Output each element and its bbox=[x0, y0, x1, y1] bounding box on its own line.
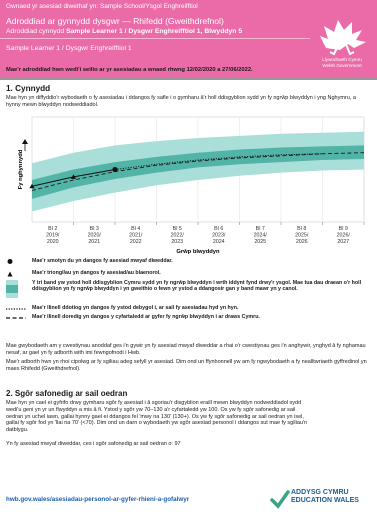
x-tick-label: 2021/ bbox=[129, 232, 143, 238]
latest-assessment-marker bbox=[112, 166, 118, 173]
x-tick-label: 2025/ bbox=[295, 232, 309, 238]
x-tick-label: 2025 bbox=[254, 239, 266, 245]
x-tick-label: 2019/ bbox=[46, 232, 60, 238]
x-tick-label: 2024 bbox=[213, 239, 225, 245]
inner-band bbox=[32, 145, 364, 199]
x-tick-label: Bl 9 bbox=[339, 226, 348, 232]
report-subtitle: Adroddiad cynnydd Sample Learner 1 / Dys… bbox=[6, 28, 242, 35]
learner-name: Sample Learner 1 / Dysgwr Enghreifftiol … bbox=[6, 45, 132, 52]
section2-line: wedi'u geni yn yr un flwyddyn a mis â fi… bbox=[6, 406, 296, 413]
y-axis-title: Fy nghynnydd bbox=[18, 149, 24, 189]
x-tick-label: Bl 7 bbox=[256, 226, 265, 232]
x-tick-label: 2022 bbox=[130, 239, 142, 245]
x-tick-label: Bl 4 bbox=[131, 226, 140, 232]
subtitle-learner: Sample Learner 1 / Dysgwr Enghreifftiol … bbox=[66, 28, 243, 35]
logo-caption: Llywodraeth Cymru Welsh Government bbox=[308, 57, 376, 68]
x-tick-label: 2023/ bbox=[212, 232, 226, 238]
x-tick-label: Bl 3 bbox=[90, 226, 99, 232]
section-divider bbox=[0, 78, 377, 79]
x-tick-label: Bl 2 bbox=[48, 226, 57, 232]
legend-text: Mae'r smotyn du yn dangos fy asesiad mwy… bbox=[32, 258, 173, 264]
section1-note-2: Mae'r adborth hwn yn rhoi cipolwg ar fy … bbox=[6, 359, 367, 372]
x-tick-label: 2020/ bbox=[88, 232, 102, 238]
standardised-score: Yn fy asesiad mwyaf diweddar, ces i sgôr… bbox=[6, 441, 181, 447]
legend-item-triangle: Mae'r triongl/au yn dangos fy asesiad/au… bbox=[6, 270, 366, 279]
dotted-line-icon bbox=[6, 308, 26, 310]
average-line bbox=[31, 152, 365, 191]
education-wales-logo bbox=[270, 490, 290, 509]
x-tick-label: Bl 6 bbox=[214, 226, 223, 232]
ecw-welsh: ADDYSG CYMRU bbox=[291, 489, 349, 496]
x-axis-title: Grŵp blwyddyn bbox=[176, 249, 220, 255]
previous-assessment-marker bbox=[70, 174, 77, 179]
legend-item-dashed: Mae'r llinell doredig yn dangos y cyfart… bbox=[6, 314, 366, 328]
logo-text-english: Welsh Government bbox=[322, 62, 362, 68]
welsh-government-dragon-logo bbox=[320, 20, 366, 56]
x-tick-label: 2027 bbox=[337, 239, 349, 245]
report-period: Mae'r adroddiad hwn wedi'i seilio ar yr … bbox=[6, 67, 253, 73]
ecw-english: EDUCATION WALES bbox=[291, 497, 359, 504]
legend-text: Y tri band yw ystod holl ddisgyblion Cym… bbox=[32, 280, 362, 293]
projected-line bbox=[114, 153, 323, 170]
black-dot-icon bbox=[7, 259, 13, 264]
section2-line: oedran yn uchel iawn, gallai hynny gael … bbox=[6, 413, 304, 420]
logo-text-welsh: Llywodraeth Cymru bbox=[322, 57, 362, 62]
section2-body: Mae hyn yn cael ei gyfrifo drwy gymharu … bbox=[6, 400, 370, 434]
legend-item-dotted: Mae'r llinell ddotiog yn dangos fy ystod… bbox=[6, 305, 366, 314]
legend-item-dot: Mae'r smotyn du yn dangos fy asesiad mwy… bbox=[6, 258, 366, 267]
report-header: Gwnaed yr asesiad diwethaf yn: Sample Sc… bbox=[0, 0, 377, 80]
y-axis-arrow-icon bbox=[22, 139, 28, 144]
x-tick-label: 2020 bbox=[47, 239, 59, 245]
section2-heading: 2. Sgôr safonedig ar sail oedran bbox=[6, 389, 128, 398]
x-tick-label: 2024/ bbox=[254, 232, 268, 238]
legend-text: Mae'r triongl/au yn dangos fy asesiad/au… bbox=[32, 270, 161, 276]
x-tick-label: Bl 8 bbox=[297, 226, 306, 232]
x-tick-label: 2021 bbox=[88, 239, 100, 245]
x-tick-label: 2026 bbox=[296, 239, 308, 245]
section2-line: gallai fy sgôr fod yn 'llai na 70' (<70)… bbox=[6, 420, 308, 427]
section2-line: Mae hyn yn cael ei gyfrifo drwy gymharu … bbox=[6, 400, 302, 406]
section1-note-1: Mae gwybodaeth am y cwestiynau anoddaf g… bbox=[6, 343, 366, 356]
education-wales-text: ADDYSG CYMRU EDUCATION WALES bbox=[291, 489, 359, 505]
x-tick-label: 2023 bbox=[171, 239, 183, 245]
section1-intro: Mae hyn yn diffyddio'r wybodaeth o fy as… bbox=[6, 95, 356, 108]
section2-line: datblygu. bbox=[6, 427, 29, 434]
header-divider bbox=[0, 38, 310, 39]
section1-heading: 1. Cynnydd bbox=[6, 84, 51, 93]
school-line: Gwnaed yr asesiad diwethaf yn: Sample Sc… bbox=[6, 3, 198, 10]
legend-text: Mae'r llinell ddotiog yn dangos fy ystod… bbox=[32, 305, 239, 311]
report-title: Adroddiad ar gynnydd dysgwr — Rhifedd (G… bbox=[6, 16, 224, 26]
previous-assessment-marker bbox=[29, 183, 35, 189]
legend-item-bands: Y tri band yw ystod holl ddisgyblion Cym… bbox=[6, 280, 366, 302]
subtitle-prefix: Adroddiad cynnydd bbox=[6, 28, 67, 35]
dashed-line-icon bbox=[6, 317, 26, 319]
bands-swatch-icon bbox=[6, 280, 18, 298]
hwb-link[interactable]: hwb.gov.wales/asesiadau-personol-ar-gyfe… bbox=[6, 496, 190, 503]
triangle-icon bbox=[7, 271, 13, 277]
x-tick-label: 2026/ bbox=[337, 232, 351, 238]
x-tick-label: Bl 5 bbox=[173, 226, 182, 232]
legend-text: Mae'r llinell doredig yn dangos y cyfart… bbox=[32, 314, 260, 320]
x-tick-label: 2022/ bbox=[171, 232, 185, 238]
